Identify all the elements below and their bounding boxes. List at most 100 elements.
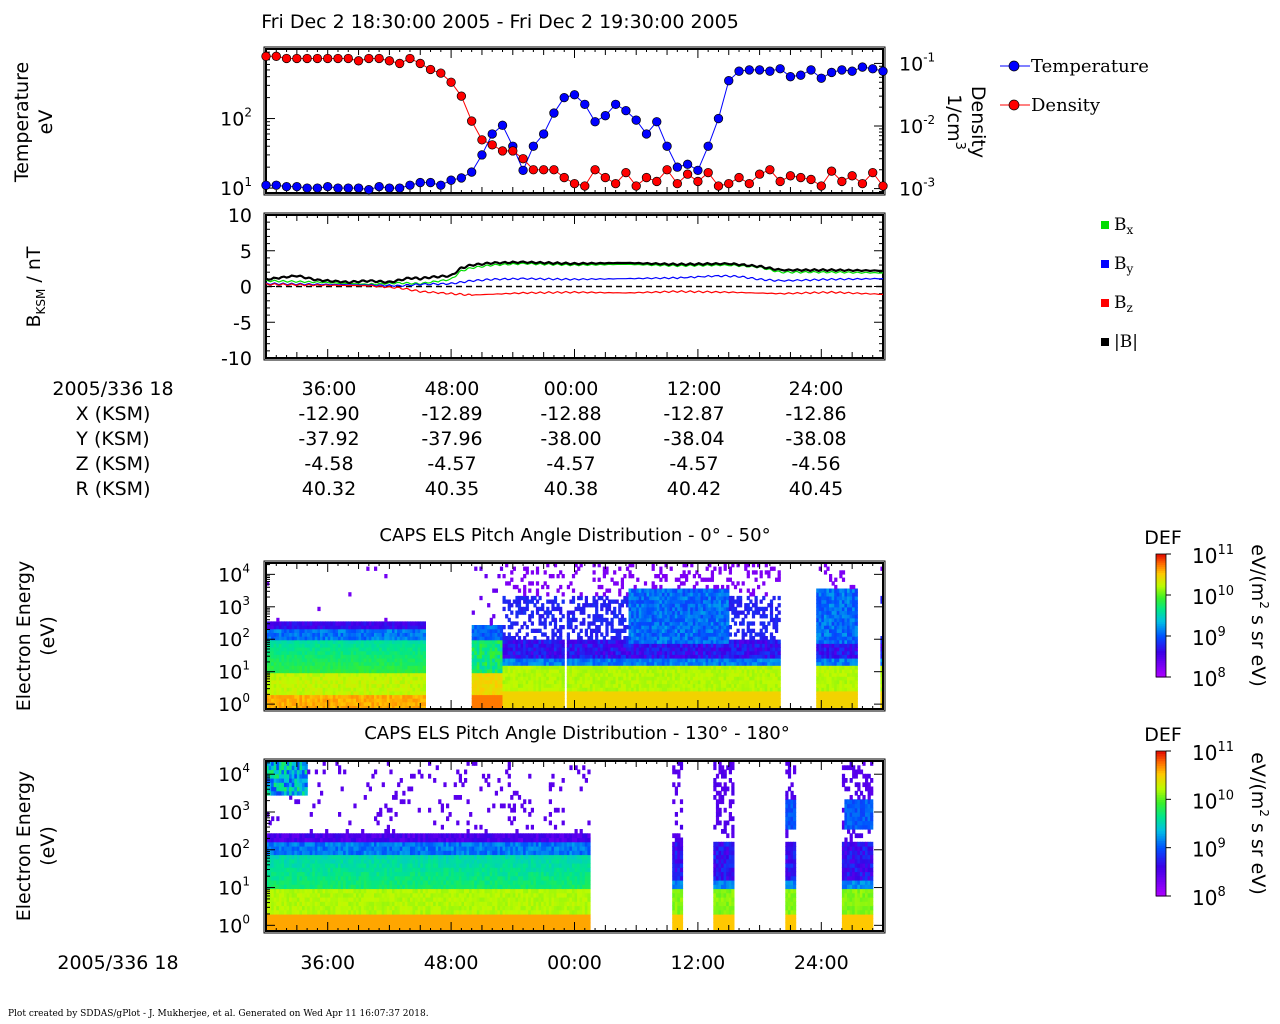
pad-low-cell: [625, 683, 630, 688]
pad-low-cell: [633, 617, 637, 623]
pad-low-cell: [638, 672, 642, 677]
pad-low-cell: [494, 628, 498, 633]
pad-low-cell: [358, 639, 362, 644]
density-label-line2: 1/cm: [943, 94, 965, 141]
temperature-point: [477, 150, 487, 160]
pad-low-cell: [682, 599, 686, 604]
pad-low-cell: [546, 661, 550, 666]
pad-low-cell: [371, 643, 375, 648]
pad-low-cell: [533, 628, 537, 633]
pad-low-cell: [610, 687, 614, 692]
pad-low-cell: [713, 683, 717, 688]
pad-low-cell: [638, 595, 642, 601]
pad-low-cell: [651, 639, 655, 644]
pad-low-cell: [718, 621, 722, 626]
pad-low-cell: [407, 639, 411, 644]
pad-low-cell: [422, 661, 426, 666]
pad-low-cell: [541, 614, 545, 619]
pad-low-cell: [492, 614, 496, 619]
pad-low-cell: [273, 694, 277, 699]
pad-low-cell: [700, 687, 704, 692]
pad-low-cell: [605, 668, 609, 674]
pad-low-cell: [672, 639, 676, 644]
pad-low-cell: [276, 705, 280, 709]
pad-low-cell: [284, 676, 288, 681]
pad-low-cell: [320, 621, 324, 626]
pad-low-ylabel: Electron Energy: [13, 561, 35, 712]
pad-low-cell: [700, 610, 704, 615]
pad-low-cell: [641, 592, 645, 597]
pad-low-cell: [420, 672, 424, 677]
pad-low-cell: [358, 705, 362, 709]
pad-low-cell: [561, 690, 565, 696]
pad-low-cell: [610, 679, 614, 685]
pad-low-cell: [314, 639, 318, 644]
pad-low-cell: [692, 614, 696, 619]
pad-low-cell: [487, 705, 491, 709]
pad-low-cell: [541, 672, 545, 677]
pad-low-cell: [399, 657, 403, 663]
pad-low-cell: [487, 683, 491, 688]
ephem-value: -37.92: [298, 428, 359, 450]
pad-low-cell: [289, 647, 293, 652]
pad-low-cell: [412, 650, 416, 655]
pad-low-cell: [641, 672, 645, 677]
pad-low-cell: [649, 636, 653, 641]
pad-low-cell: [548, 610, 552, 615]
pad-low-cell: [600, 705, 604, 709]
pad-low-cell: [358, 679, 362, 685]
pad-low-cell: [556, 588, 560, 593]
pad-low-cell: [548, 698, 552, 703]
pad-low-cell: [636, 694, 640, 699]
pad-low-cell: [595, 690, 599, 696]
pad-low-cell: [638, 639, 642, 644]
pad-low-cell: [628, 617, 632, 623]
pad-low-cell: [510, 636, 514, 641]
pad-low-cell: [543, 570, 547, 575]
pad-low-cell: [294, 665, 298, 670]
pad-low-cell: [510, 701, 514, 706]
pad-low-cell: [687, 636, 691, 641]
pad-low-cell: [335, 676, 339, 681]
pad-low-cell: [697, 679, 702, 685]
pad-low-cell: [325, 701, 329, 706]
pad-low-cell: [638, 606, 642, 612]
pad-low-cell: [309, 701, 313, 706]
pad-low-cell: [502, 687, 506, 692]
pad-low-cell: [489, 647, 493, 652]
pad-low-cell: [731, 679, 735, 685]
pad-low-cell: [517, 676, 522, 681]
pad-low-cell: [656, 694, 660, 699]
pad-low-cell: [721, 610, 725, 615]
pad-low-cell: [620, 657, 624, 663]
pad-low-cell: [384, 661, 388, 666]
pad-low-cell: [320, 705, 324, 709]
pad-low-cell: [638, 694, 642, 699]
pad-low-cell: [685, 636, 689, 641]
pad-low-cell: [535, 668, 540, 674]
pad-low-cell: [646, 614, 650, 619]
pad-low-cell: [353, 650, 357, 655]
pad-low-cell: [664, 577, 668, 582]
pad-low-cell: [350, 654, 354, 659]
pad-low-cell: [314, 643, 318, 648]
pad-low-cell: [733, 701, 738, 706]
pad-low-cell: [502, 654, 506, 659]
pad-low-cell: [685, 632, 689, 637]
pad-low-cell: [687, 617, 691, 623]
pad-low-cell: [312, 683, 316, 688]
temperature-point: [343, 183, 353, 193]
pad-low-cell: [415, 625, 419, 630]
pad-low-cell: [705, 661, 709, 666]
pad-low-cell: [286, 643, 290, 648]
pad-low-cell: [695, 639, 699, 644]
pad-low-cell: [584, 661, 588, 666]
pad-low-cell: [366, 683, 370, 688]
pad-low-cell: [340, 636, 344, 641]
pad-low-cell: [281, 632, 285, 637]
pad-low-cell: [271, 632, 275, 637]
pad-low-cell: [343, 636, 347, 641]
pad-low-cell: [541, 603, 545, 608]
pad-low-cell: [597, 647, 601, 652]
pad-low-cell: [289, 694, 293, 699]
